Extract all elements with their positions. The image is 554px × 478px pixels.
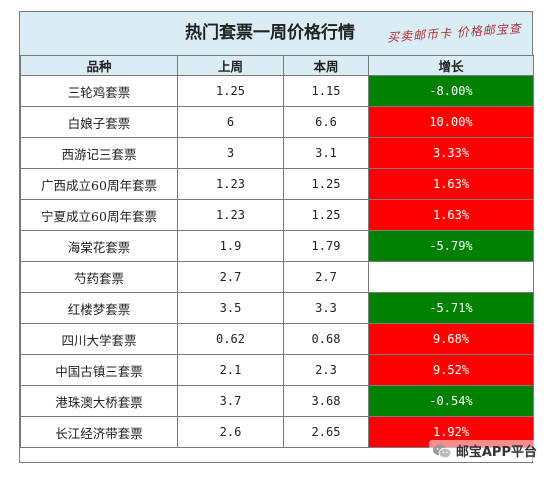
title-bar: 热门套票一周价格行情 买卖邮币卡 价格邮宝查	[20, 12, 532, 56]
table-row: 三轮鸡套票 1.25 1.15 -8.00%	[20, 75, 534, 107]
this-week-cell: 1.79	[283, 230, 369, 262]
variety-cell: 四川大学套票	[20, 323, 178, 355]
growth-cell: 1.63%	[368, 199, 534, 231]
this-week-cell: 3.1	[283, 137, 369, 169]
table-row: 宁夏成立60周年套票 1.23 1.25 1.63%	[20, 199, 534, 231]
table-row: 中国古镇三套票 2.1 2.3 9.52%	[20, 354, 534, 386]
this-week-cell: 2.65	[283, 416, 369, 448]
variety-cell: 白娘子套票	[20, 106, 178, 138]
growth-cell	[368, 261, 534, 293]
last-week-cell: 3.5	[177, 292, 284, 324]
growth-cell: -0.54%	[368, 385, 534, 417]
this-week-cell: 3.68	[283, 385, 369, 417]
variety-cell: 长江经济带套票	[20, 416, 178, 448]
table-row: 四川大学套票 0.62 0.68 9.68%	[20, 323, 534, 355]
wechat-icon	[432, 443, 452, 459]
variety-cell: 宁夏成立60周年套票	[20, 199, 178, 231]
growth-cell: -5.71%	[368, 292, 534, 324]
last-week-cell: 2.1	[177, 354, 284, 386]
last-week-cell: 1.23	[177, 199, 284, 231]
brand-label: 邮宝APP平台	[455, 445, 537, 460]
column-header-variety: 品种	[20, 55, 178, 76]
variety-cell: 港珠澳大桥套票	[20, 385, 178, 417]
this-week-cell: 6.6	[283, 106, 369, 138]
growth-cell: 1.63%	[368, 168, 534, 200]
growth-cell: 3.33%	[368, 137, 534, 169]
last-week-cell: 1.9	[177, 230, 284, 262]
table-row: 广西成立60周年套票 1.23 1.25 1.63%	[20, 168, 534, 200]
table-row: 白娘子套票 6 6.6 10.00%	[20, 106, 534, 138]
column-header-this-week: 本周	[283, 55, 369, 76]
variety-cell: 广西成立60周年套票	[20, 168, 178, 200]
variety-cell: 三轮鸡套票	[20, 75, 178, 107]
last-week-cell: 6	[177, 106, 284, 138]
brand-badge: 邮宝APP平台	[428, 440, 540, 461]
growth-cell: -8.00%	[368, 75, 534, 107]
this-week-cell: 1.25	[283, 168, 369, 200]
price-table-sheet: 热门套票一周价格行情 买卖邮币卡 价格邮宝查 品种 上周 本周 增长 三轮鸡套票…	[19, 11, 534, 463]
this-week-cell: 3.3	[283, 292, 369, 324]
variety-cell: 西游记三套票	[20, 137, 178, 169]
growth-cell: 9.68%	[368, 323, 534, 355]
growth-cell: 9.52%	[368, 354, 534, 386]
variety-cell: 中国古镇三套票	[20, 354, 178, 386]
table-row: 西游记三套票 3 3.1 3.33%	[20, 137, 534, 169]
table-row: 芍药套票 2.7 2.7	[20, 261, 534, 293]
header-row: 品种 上周 本周 增长	[20, 55, 534, 76]
last-week-cell: 3.7	[177, 385, 284, 417]
this-week-cell: 0.68	[283, 323, 369, 355]
this-week-cell: 1.15	[283, 75, 369, 107]
table-row: 长江经济带套票 2.6 2.65 1.92%	[20, 416, 534, 448]
last-week-cell: 3	[177, 137, 284, 169]
last-week-cell: 1.25	[177, 75, 284, 107]
last-week-cell: 0.62	[177, 323, 284, 355]
last-week-cell: 2.7	[177, 261, 284, 293]
last-week-cell: 2.6	[177, 416, 284, 448]
price-table: 品种 上周 本周 增长 三轮鸡套票 1.25 1.15 -8.00% 白娘子套票 6 6.6…	[20, 55, 534, 448]
table-row: 红楼梦套票 3.5 3.3 -5.71%	[20, 292, 534, 324]
variety-cell: 红楼梦套票	[20, 292, 178, 324]
column-header-last-week: 上周	[177, 55, 284, 76]
this-week-cell: 2.7	[283, 261, 369, 293]
this-week-cell: 1.25	[283, 199, 369, 231]
table-title: 热门套票一周价格行情	[185, 23, 355, 43]
last-week-cell: 1.23	[177, 168, 284, 200]
column-header-growth: 增长	[368, 55, 534, 76]
growth-cell: 10.00%	[368, 106, 534, 138]
variety-cell: 海棠花套票	[20, 230, 178, 262]
this-week-cell: 2.3	[283, 354, 369, 386]
variety-cell: 芍药套票	[20, 261, 178, 293]
table-row: 港珠澳大桥套票 3.7 3.68 -0.54%	[20, 385, 534, 417]
growth-cell: -5.79%	[368, 230, 534, 262]
table-row: 海棠花套票 1.9 1.79 -5.79%	[20, 230, 534, 262]
